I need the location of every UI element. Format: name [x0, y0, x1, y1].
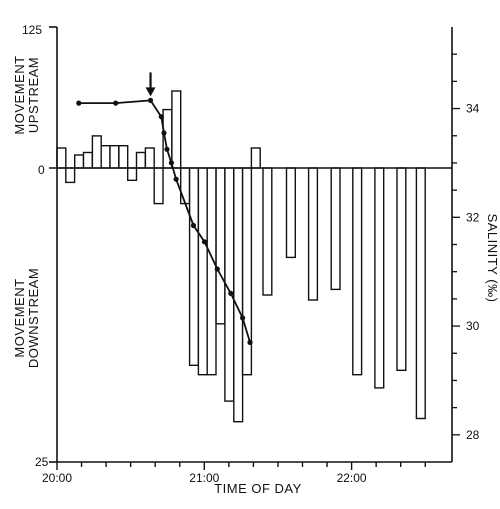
- movement-bar-13: [171, 90, 182, 169]
- salinity-point-0: [76, 100, 82, 106]
- salinity-point-1: [113, 100, 119, 106]
- x-tick-label-1: 21:00: [189, 471, 219, 485]
- salinity-point-10: [214, 266, 220, 272]
- salinity-line-layer: [76, 72, 253, 345]
- movement-bar-30: [415, 167, 426, 420]
- frame-layer: 20:00 21:00 22:00 34 32 30 28: [42, 26, 480, 485]
- movement-bar-27: [352, 167, 363, 376]
- movement-bar-28: [374, 167, 385, 389]
- movement-bar-10: [144, 147, 155, 169]
- salinity-point-4: [161, 130, 167, 136]
- movement-bar-25: [307, 167, 319, 301]
- salinity-point-5: [164, 146, 170, 152]
- movement-bar-2: [73, 154, 85, 169]
- upstream-label-line2: UPSTREAM: [26, 57, 41, 133]
- movement-bar-20: [233, 167, 244, 423]
- movement-bar-16: [197, 167, 208, 376]
- left-axis-bottom-label: 25: [35, 455, 49, 469]
- movement-bar-11: [153, 167, 164, 205]
- arrow-marker-head: [145, 87, 156, 97]
- downstream-label-line1: MOVEMENT: [12, 278, 27, 357]
- salinity-axis-title: SALINITY (‰): [485, 214, 500, 303]
- salinity-point-8: [190, 222, 197, 229]
- salinity-tick-label-2: 30: [466, 319, 480, 333]
- salinity-tick-label-0: 34: [466, 102, 480, 116]
- salinity-point-11: [228, 290, 234, 296]
- movement-bar-8: [126, 167, 138, 182]
- movement-bar-17: [206, 167, 217, 376]
- movement-bar-23: [262, 167, 273, 296]
- left-axis-top-label: 125: [22, 23, 42, 37]
- movement-bar-5: [100, 144, 111, 169]
- x-tick-label-2: 22:00: [337, 471, 367, 485]
- movement-bar-24: [285, 167, 297, 259]
- movement-bar-14: [179, 167, 191, 205]
- salinity-point-12: [240, 315, 246, 321]
- salinity-tick-label-3: 28: [466, 428, 480, 442]
- movement-bar-4: [91, 135, 102, 169]
- movement-bar-22: [250, 147, 261, 169]
- movement-bar-9: [135, 151, 147, 169]
- salinity-tick-label-1: 32: [466, 210, 480, 224]
- salinity-point-13: [247, 339, 253, 345]
- movement-bar-26: [330, 167, 341, 291]
- movement-bar-3: [82, 151, 94, 169]
- upstream-label-line1: MOVEMENT: [12, 55, 27, 134]
- x-tick-label-0: 20:00: [42, 471, 72, 485]
- salinity-point-9: [201, 239, 208, 245]
- salinity-point-6: [168, 160, 174, 166]
- left-axis-zero-label: 0: [38, 163, 45, 177]
- movement-bar-6: [109, 144, 120, 169]
- salinity-line: [78, 99, 251, 343]
- downstream-label-line2: DOWNSTREAM: [26, 268, 41, 368]
- movement-bar-7: [118, 144, 129, 169]
- movement-bar-15: [188, 167, 200, 367]
- movement-bar-29: [396, 167, 407, 372]
- salinity-point-3: [158, 114, 164, 120]
- movement-bar-0: [56, 147, 67, 169]
- movement-bar-18: [215, 167, 226, 325]
- movement-bar-1: [65, 167, 76, 184]
- salinity-point-7: [173, 176, 179, 182]
- bars-layer: [56, 90, 426, 423]
- salinity-point-2: [147, 97, 154, 103]
- x-axis-title: TIME OF DAY: [214, 481, 302, 496]
